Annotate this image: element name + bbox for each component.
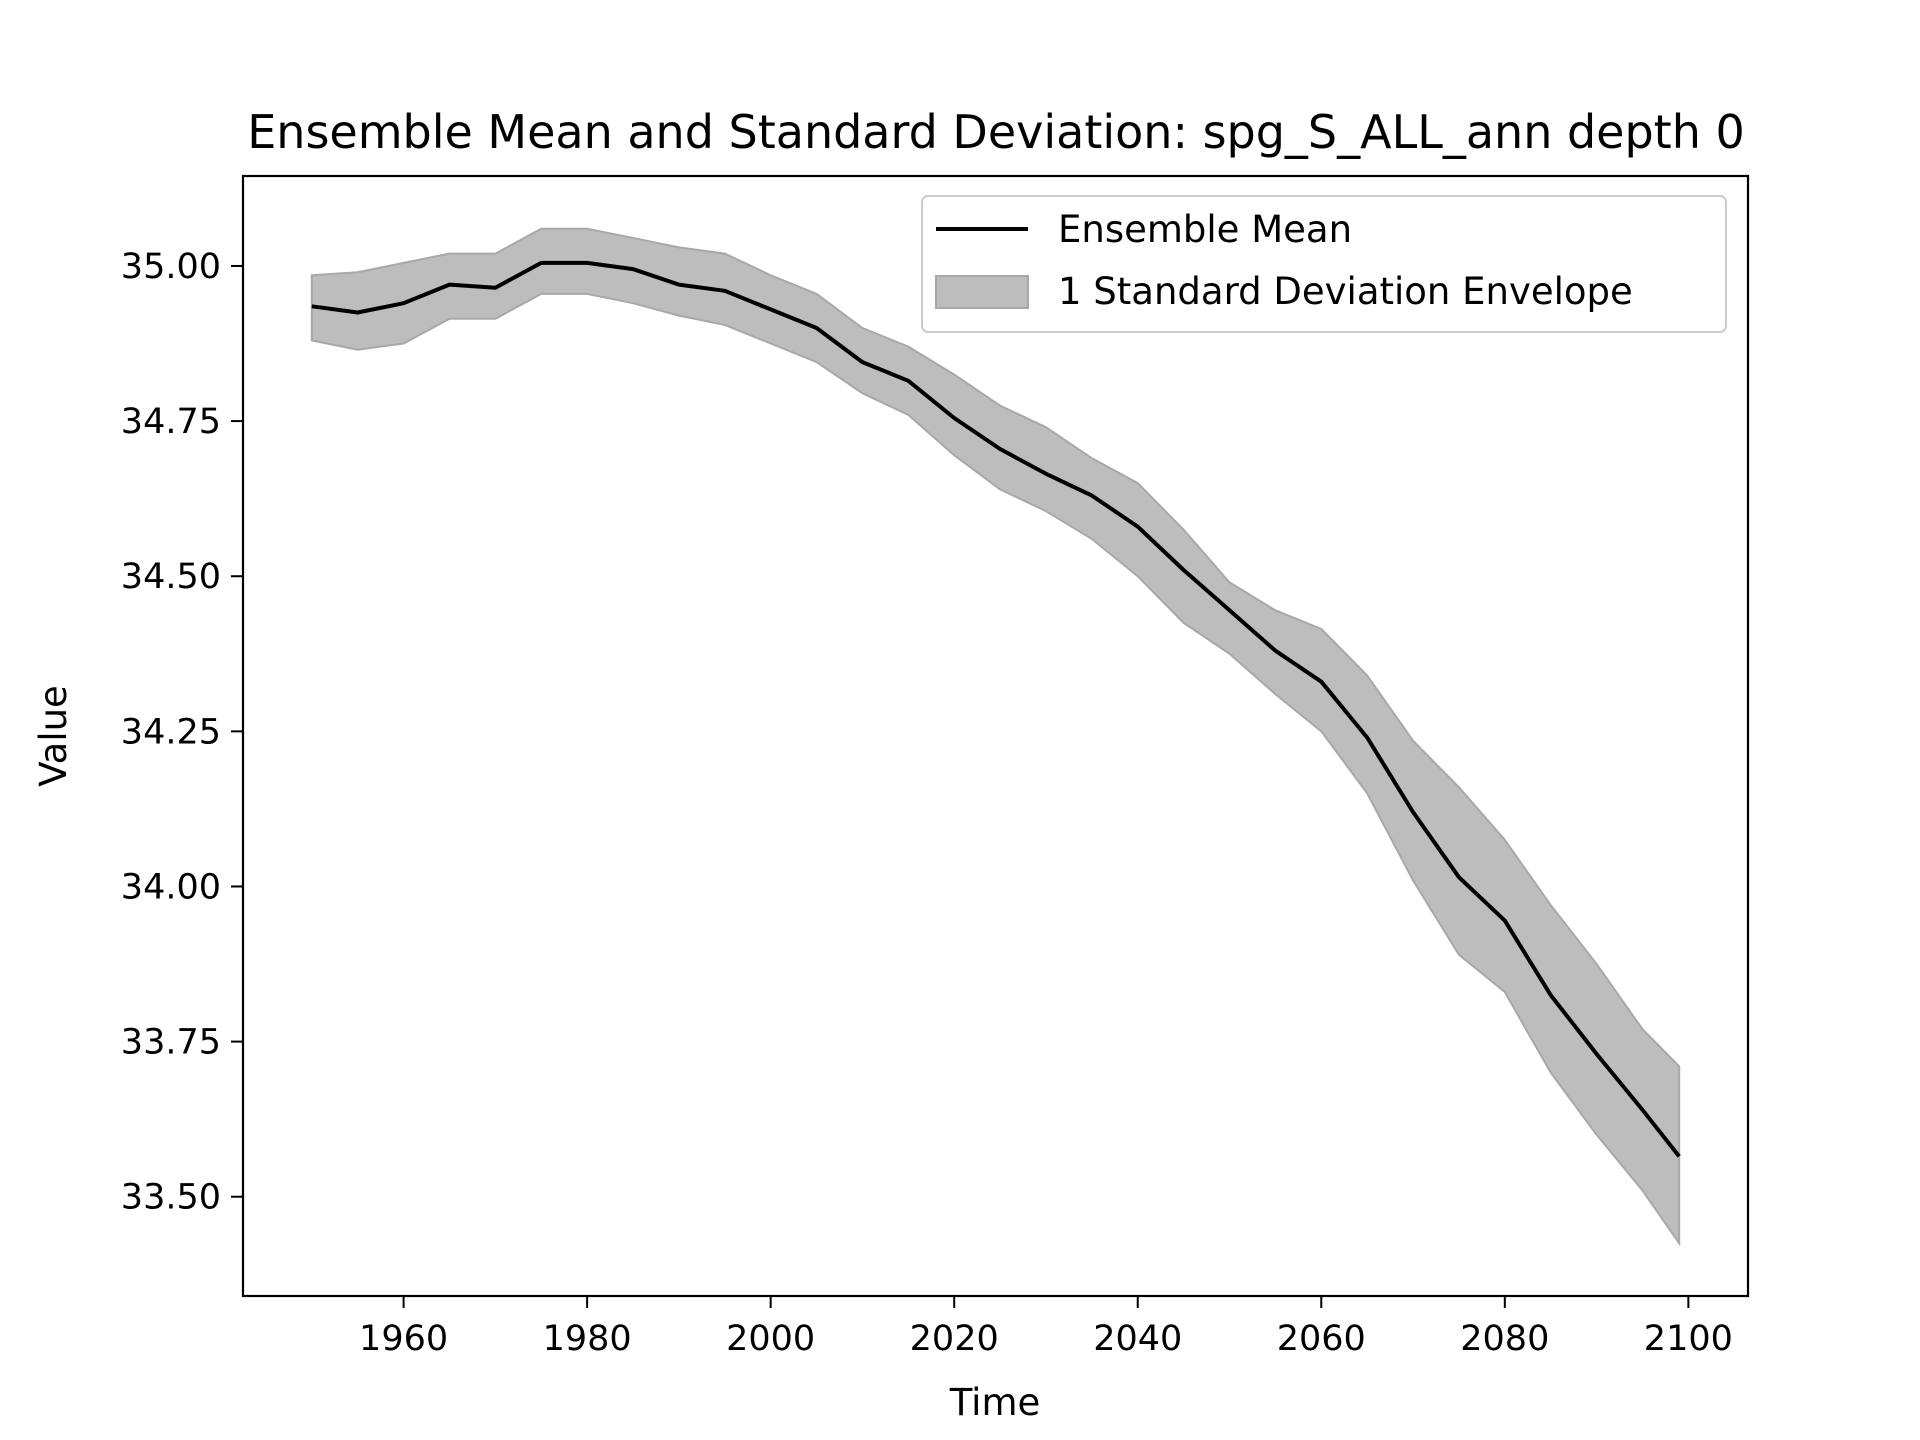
x-tick-label: 2000 <box>726 1319 815 1359</box>
y-tick-label: 34.75 <box>121 402 221 442</box>
y-axis-ticks: 33.50 33.75 34.00 34.25 34.50 34.75 35.00 <box>121 247 243 1218</box>
y-tick-label: 33.50 <box>121 1178 221 1218</box>
x-tick-label: 2080 <box>1460 1319 1549 1359</box>
y-tick-label: 34.50 <box>121 557 221 597</box>
x-axis-ticks: 1960 1980 2000 2020 2040 2060 2080 2100 <box>359 1296 1733 1359</box>
x-axis-label: Time <box>949 1381 1041 1424</box>
legend-envelope-swatch <box>935 275 1029 309</box>
y-tick-label: 34.00 <box>121 867 221 907</box>
chart-title: Ensemble Mean and Standard Deviation: sp… <box>247 105 1745 159</box>
y-tick-label: 34.25 <box>121 712 221 752</box>
legend-box <box>921 195 1727 333</box>
plot-area <box>310 227 1681 1247</box>
y-axis-label: Value <box>32 685 75 787</box>
ensemble-mean-line <box>311 260 1681 1158</box>
x-tick-label: 2020 <box>910 1319 999 1359</box>
y-tick-label: 35.00 <box>121 247 221 287</box>
x-tick-label: 2040 <box>1093 1319 1182 1359</box>
x-tick-label: 1960 <box>359 1319 448 1359</box>
y-tick-label: 33.75 <box>121 1023 221 1063</box>
axes-frame <box>241 174 1750 1298</box>
legend-mean-label: Ensemble Mean <box>1058 208 1352 251</box>
std-envelope-band <box>310 227 1681 1247</box>
x-tick-label: 2100 <box>1644 1319 1733 1359</box>
legend: Ensemble Mean 1 Standard Deviation Envel… <box>921 195 1727 333</box>
x-tick-label: 1980 <box>543 1319 632 1359</box>
legend-envelope-label: 1 Standard Deviation Envelope <box>1058 270 1633 313</box>
x-tick-label: 2060 <box>1277 1319 1366 1359</box>
